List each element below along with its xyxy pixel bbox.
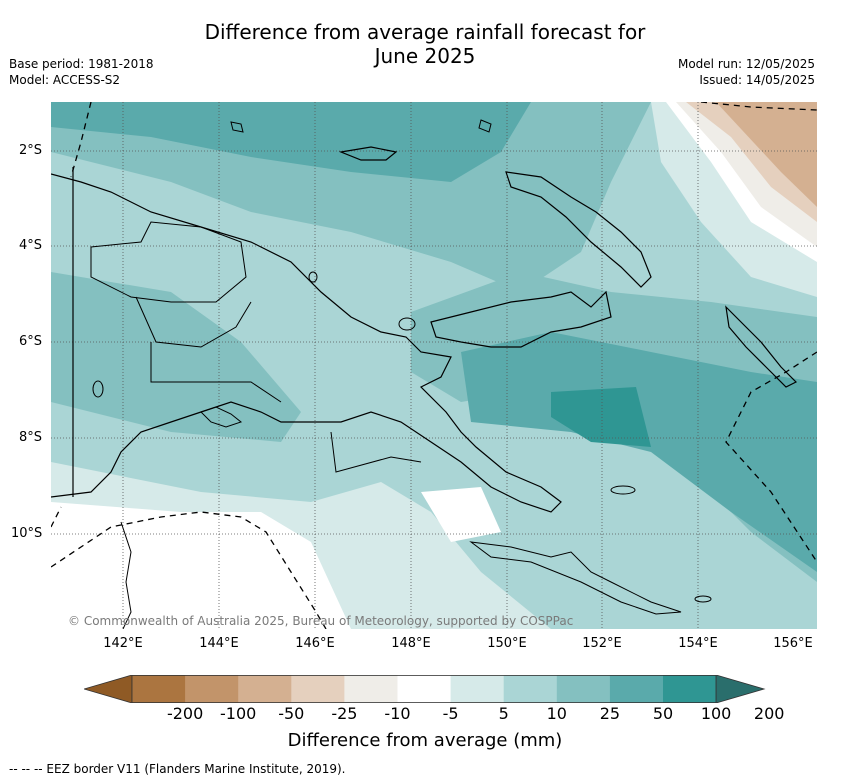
province-boundary-3 [150, 342, 282, 403]
colorbar [82, 674, 768, 704]
base-period: Base period: 1981-2018 [9, 57, 154, 71]
title-line-2: June 2025 [374, 44, 476, 68]
colorbar-segment [503, 675, 558, 703]
lon-label-156e: 156°E [773, 636, 813, 651]
colorbar-segment [132, 675, 186, 703]
colorbar-segment [344, 675, 398, 703]
gridlines [51, 102, 817, 629]
colorbar-tick-label: -5 [442, 704, 459, 723]
eez-legend-note: -- -- -- EEZ border V11 (Flanders Marine… [9, 762, 346, 776]
lon-label-152e: 152°E [582, 636, 622, 651]
copyright-text: © Commonwealth of Australia 2025, Bureau… [68, 614, 574, 628]
band-neg25-neg50-ne [716, 102, 817, 207]
cape-york-coastline [120, 521, 132, 629]
band-25-50-west [51, 272, 301, 442]
lat-label-6s: 6°S [19, 334, 43, 349]
colorbar-tick-label: -200 [166, 704, 204, 723]
lon-label-142e: 142°E [103, 636, 143, 651]
colorbar-segment [291, 675, 345, 703]
chart-title: Difference from average rainfall forecas… [0, 20, 850, 68]
map-svg [51, 102, 817, 629]
lon-label-144e: 144°E [199, 636, 239, 651]
lat-label-10s: 10°S [11, 526, 43, 541]
band-50-100-east [461, 332, 817, 572]
meta-left: Base period: 1981-2018 Model: ACCESS-S2 [9, 56, 154, 88]
colorbar-segment [663, 675, 717, 703]
colorbar-segment [185, 675, 239, 703]
colorbar-tick-label: 200 [753, 704, 785, 723]
colorbar-tick-label: 10 [546, 704, 567, 723]
colorbar-svg [82, 674, 766, 704]
province-boundary-2 [135, 296, 252, 348]
colorbar-tick-label: -25 [331, 704, 358, 723]
colorbar-segment [450, 675, 505, 703]
province-boundary-1 [90, 221, 247, 303]
colorbar-segment [397, 675, 452, 703]
colorbar-tick-label: -100 [220, 704, 257, 723]
colorbar-title: Difference from average (mm) [287, 730, 563, 751]
colorbar-segment [609, 675, 664, 703]
lon-label-148e: 148°E [391, 636, 431, 651]
colorbar-extend-low [82, 674, 133, 704]
eez-borders [51, 102, 817, 629]
bougainville-coastline [725, 305, 798, 388]
lat-label-4s: 4°S [19, 238, 43, 253]
new-britain-coastline [430, 290, 612, 348]
band-100-200-east [551, 387, 651, 447]
colorbar-tick-label: 5 [498, 704, 509, 723]
title-line-1: Difference from average rainfall forecas… [204, 20, 646, 44]
issued-date: Issued: 14/05/2025 [699, 73, 815, 87]
model-run: Model run: 12/05/2025 [677, 57, 815, 71]
band-neutral-islands [421, 487, 501, 542]
small-islands [92, 119, 712, 615]
lon-label-150e: 150°E [487, 636, 527, 651]
colorbar-segment [238, 675, 292, 703]
rainfall-map [51, 102, 817, 629]
meta-right: Model run: 12/05/2025 Issued: 14/05/2025 [678, 56, 815, 88]
colorbar-segment [556, 675, 611, 703]
lat-label-2s: 2°S [19, 143, 43, 158]
colorbar-tick-label: -50 [278, 704, 305, 723]
manus-island [338, 146, 398, 161]
new-ireland-coastline [505, 171, 652, 288]
colorbar-tick-label: 50 [652, 704, 674, 723]
model-name: Model: ACCESS-S2 [9, 73, 121, 87]
province-boundary-4 [330, 431, 422, 473]
lon-label-146e: 146°E [295, 636, 335, 651]
colorbar-tick-label: 25 [599, 704, 621, 723]
lon-label-154e: 154°E [678, 636, 718, 651]
colorbar-tick-label: 100 [700, 704, 732, 723]
lat-label-8s: 8°S [19, 430, 43, 445]
colorbar-extend-high [715, 674, 766, 704]
colorbar-tick-label: -10 [384, 704, 411, 723]
